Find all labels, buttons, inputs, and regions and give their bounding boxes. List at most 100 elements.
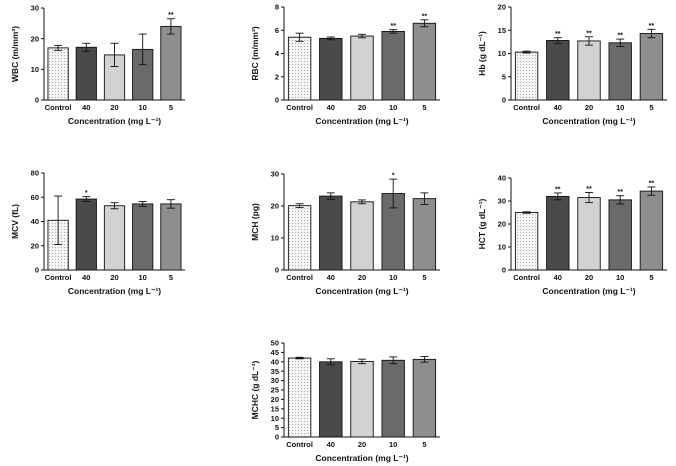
mchc-bar-20 bbox=[350, 360, 374, 438]
hb-bar-20 bbox=[577, 40, 601, 101]
mcv-x-tick-label: 40 bbox=[82, 273, 90, 282]
mch-bar-20 bbox=[350, 201, 374, 271]
rbc-bar-40 bbox=[319, 37, 343, 101]
mcv-bar-5 bbox=[160, 203, 182, 271]
rbc-x-tick-label: 20 bbox=[358, 103, 366, 112]
rbc-significance-mark: ** bbox=[422, 13, 428, 20]
hct-bar-control bbox=[514, 212, 539, 271]
mcv-y-tick-label: 20 bbox=[31, 241, 39, 250]
hb-x-tick-label: 40 bbox=[554, 103, 562, 112]
hct-y-tick-label: 10 bbox=[498, 243, 506, 252]
rbc-significance-mark: ** bbox=[390, 23, 396, 30]
mchc-bar-40 bbox=[319, 361, 343, 438]
rbc-bar-10 bbox=[381, 30, 405, 101]
mcv-significance-mark: * bbox=[85, 190, 88, 197]
mchc-y-tick-label: 45 bbox=[271, 348, 279, 357]
hb-bar-40 bbox=[546, 40, 570, 101]
wbc-x-tick-label: Control bbox=[45, 103, 72, 112]
hb-bar-5 bbox=[639, 33, 664, 101]
wbc-x-tick-label: 10 bbox=[139, 103, 147, 112]
mchc-bar-10 bbox=[381, 359, 405, 438]
mcv-bar-40 bbox=[75, 198, 97, 271]
mchc-y-axis-title: MCHC (g dL⁻¹) bbox=[250, 360, 260, 419]
hct-y-tick-label: 0 bbox=[502, 266, 506, 275]
hct-significance-mark: ** bbox=[649, 180, 655, 187]
mch-significance-mark: * bbox=[392, 173, 395, 180]
hb-significance-mark: ** bbox=[555, 31, 561, 38]
hct-chart: 0 10 20 30 40 Control ** 40 ** 20 ** 10 ** 5 Concentra… bbox=[477, 174, 667, 296]
mch-chart: 0 10 20 30 Control 40 20 * 10 5 Concentration (mg … bbox=[250, 170, 440, 296]
hb-significance-mark: ** bbox=[617, 33, 623, 40]
wbc-x-tick-label: 40 bbox=[82, 103, 90, 112]
hct-x-tick-label: 10 bbox=[616, 273, 624, 282]
wbc-y-axis-title: WBC (m/mm³) bbox=[10, 26, 20, 82]
wbc-y-tick-label: 30 bbox=[31, 4, 39, 13]
mchc-x-tick-label: Control bbox=[286, 440, 313, 449]
mcv-bar-10 bbox=[132, 203, 154, 271]
rbc-chart: 0 2 4 6 8 Control 40 20 ** 10 ** 5 Concentration (mg… bbox=[250, 3, 440, 126]
hb-y-tick-label: 20 bbox=[498, 3, 506, 12]
mch-x-tick-label: 20 bbox=[358, 273, 366, 282]
hct-bar-5 bbox=[639, 190, 664, 271]
mchc-bar-5 bbox=[412, 358, 437, 438]
hb-y-tick-label: 15 bbox=[498, 26, 506, 35]
mch-x-tick-label: 5 bbox=[422, 273, 426, 282]
mchc-x-axis-title: Concentration (mg L⁻¹) bbox=[315, 453, 408, 463]
hct-x-tick-label: 5 bbox=[649, 273, 653, 282]
hb-x-tick-label: Control bbox=[513, 103, 540, 112]
mchc-y-tick-label: 25 bbox=[271, 386, 279, 395]
hct-significance-mark: ** bbox=[586, 186, 592, 193]
mcv-y-tick-label: 60 bbox=[31, 193, 39, 202]
mcv-y-tick-label: 80 bbox=[31, 169, 39, 178]
mchc-x-tick-label: 10 bbox=[389, 440, 397, 449]
hct-x-tick-label: 20 bbox=[585, 273, 593, 282]
mchc-x-tick-label: 40 bbox=[327, 440, 335, 449]
rbc-x-tick-label: Control bbox=[286, 103, 313, 112]
wbc-x-tick-label: 5 bbox=[169, 103, 173, 112]
wbc-bar-5 bbox=[160, 25, 182, 101]
hb-bar-10 bbox=[608, 42, 632, 101]
mchc-y-tick-label: 35 bbox=[271, 367, 279, 376]
rbc-y-tick-label: 6 bbox=[275, 26, 279, 35]
wbc-y-tick-label: 0 bbox=[35, 96, 39, 105]
rbc-y-tick-label: 8 bbox=[275, 3, 279, 12]
wbc-x-tick-label: 20 bbox=[110, 103, 118, 112]
hct-y-tick-label: 20 bbox=[498, 220, 506, 229]
mchc-y-tick-label: 30 bbox=[271, 376, 279, 385]
mchc-y-tick-label: 15 bbox=[271, 404, 279, 413]
hct-y-tick-label: 30 bbox=[498, 197, 506, 206]
rbc-y-axis-title: RBC (m/mm³) bbox=[250, 26, 260, 80]
mch-x-tick-label: 40 bbox=[327, 273, 335, 282]
hb-x-axis-title: Concentration (mg L⁻¹) bbox=[542, 116, 635, 126]
mch-x-tick-label: 10 bbox=[389, 273, 397, 282]
mch-bar-control bbox=[287, 205, 312, 271]
hct-bar-20 bbox=[577, 197, 601, 271]
mcv-x-axis-title: Concentration (mg L⁻¹) bbox=[68, 286, 161, 296]
hct-y-tick-label: 40 bbox=[498, 174, 506, 183]
rbc-x-tick-label: 10 bbox=[389, 103, 397, 112]
hct-x-tick-label: Control bbox=[513, 273, 540, 282]
hct-significance-mark: ** bbox=[555, 186, 561, 193]
mch-y-tick-label: 30 bbox=[271, 170, 279, 179]
rbc-x-tick-label: 40 bbox=[327, 103, 335, 112]
rbc-y-tick-label: 0 bbox=[275, 96, 279, 105]
mch-y-tick-label: 10 bbox=[271, 234, 279, 243]
wbc-significance-mark: ** bbox=[168, 12, 174, 19]
hb-significance-mark: ** bbox=[586, 30, 592, 37]
mchc-y-tick-label: 40 bbox=[271, 357, 279, 366]
mchc-y-tick-label: 5 bbox=[275, 423, 279, 432]
rbc-bar-control bbox=[287, 36, 312, 101]
mch-x-axis-title: Concentration (mg L⁻¹) bbox=[315, 286, 408, 296]
rbc-x-axis-title: Concentration (mg L⁻¹) bbox=[315, 116, 408, 126]
mcv-chart: 0 20 40 60 80 Control * 40 20 10 5 Concentration (m… bbox=[10, 169, 185, 296]
hct-x-tick-label: 40 bbox=[554, 273, 562, 282]
hct-x-axis-title: Concentration (mg L⁻¹) bbox=[542, 286, 635, 296]
hb-significance-mark: ** bbox=[649, 23, 655, 30]
mch-bar-40 bbox=[319, 195, 343, 271]
mchc-x-tick-label: 20 bbox=[358, 440, 366, 449]
wbc-x-axis-title: Concentration (mg L⁻¹) bbox=[68, 116, 161, 126]
mcv-bar-20 bbox=[103, 205, 126, 271]
hct-y-axis-title: HCT (g dL⁻¹) bbox=[477, 198, 487, 249]
mch-y-tick-label: 0 bbox=[275, 266, 279, 275]
